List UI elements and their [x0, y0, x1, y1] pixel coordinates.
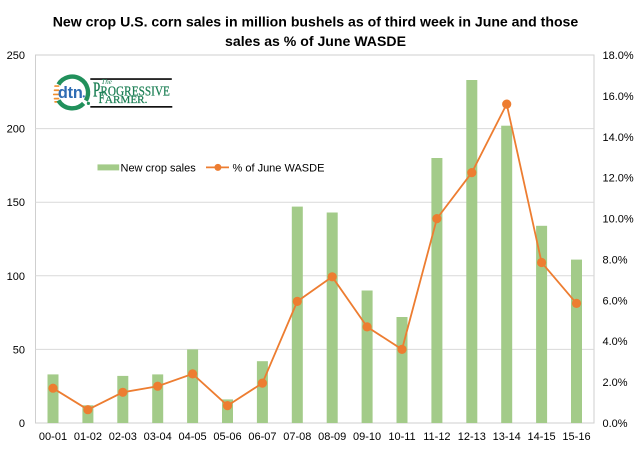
svg-text:12-13: 12-13: [458, 431, 486, 443]
svg-text:200: 200: [7, 124, 25, 136]
svg-text:sales as % of June WASDE: sales as % of June WASDE: [225, 33, 406, 49]
svg-text:03-04: 03-04: [144, 431, 172, 443]
svg-text:The: The: [101, 78, 112, 86]
svg-text:12.0%: 12.0%: [603, 173, 634, 185]
svg-text:14-15: 14-15: [528, 431, 556, 443]
svg-text:New crop sales: New crop sales: [121, 162, 197, 174]
svg-text:10.0%: 10.0%: [603, 214, 634, 226]
svg-text:07-08: 07-08: [283, 431, 311, 443]
svg-text:00-01: 00-01: [39, 431, 67, 443]
svg-text:% of June WASDE: % of June WASDE: [233, 162, 325, 174]
svg-text:New crop U.S. corn sales in mi: New crop U.S. corn sales in million bush…: [53, 14, 579, 30]
svg-text:F: F: [99, 90, 105, 108]
svg-text:dtn: dtn: [58, 84, 83, 102]
svg-text:6.0%: 6.0%: [603, 295, 628, 307]
svg-text:0: 0: [19, 418, 25, 430]
svg-text:04-05: 04-05: [179, 431, 207, 443]
svg-text:01-02: 01-02: [74, 431, 102, 443]
svg-text:8.0%: 8.0%: [603, 254, 628, 266]
svg-text:11-12: 11-12: [423, 431, 450, 443]
svg-text:4.0%: 4.0%: [603, 336, 628, 348]
svg-text:ROGRESSIVE: ROGRESSIVE: [100, 84, 169, 99]
svg-text:05-06: 05-06: [213, 431, 241, 443]
svg-text:ARMER.: ARMER.: [105, 94, 148, 106]
svg-text:06-07: 06-07: [248, 431, 276, 443]
svg-text:2.0%: 2.0%: [603, 377, 628, 389]
svg-text:15-16: 15-16: [562, 431, 590, 443]
svg-text:18.0%: 18.0%: [603, 50, 634, 62]
svg-text:08-09: 08-09: [318, 431, 346, 443]
svg-text:100: 100: [7, 271, 25, 283]
svg-text:P: P: [93, 77, 100, 101]
svg-text:150: 150: [7, 197, 25, 209]
svg-text:14.0%: 14.0%: [603, 132, 634, 144]
svg-text:50: 50: [13, 344, 25, 356]
svg-text:02-03: 02-03: [109, 431, 137, 443]
svg-text:250: 250: [7, 50, 25, 62]
svg-text:13-14: 13-14: [493, 431, 521, 443]
svg-text:10-11: 10-11: [388, 431, 415, 443]
svg-text:16.0%: 16.0%: [603, 91, 634, 103]
svg-text:0.0%: 0.0%: [603, 418, 628, 430]
svg-text:09-10: 09-10: [353, 431, 381, 443]
